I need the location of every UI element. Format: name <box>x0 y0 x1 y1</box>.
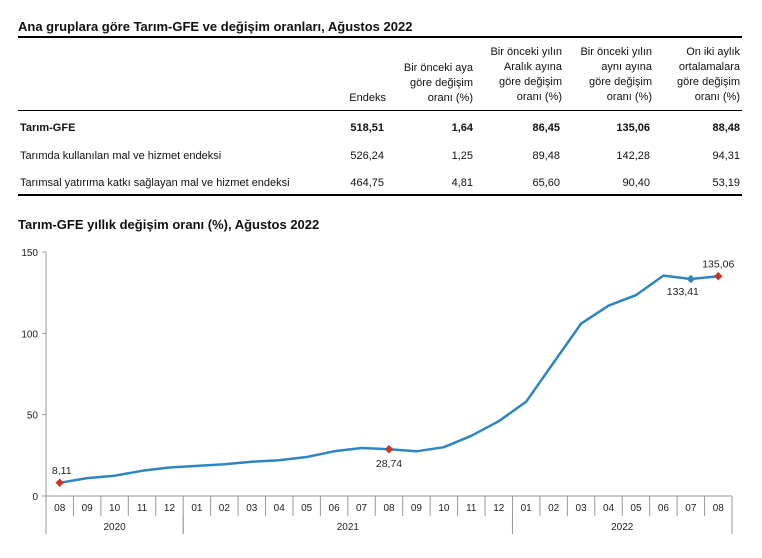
x-tick-label: 12 <box>164 503 176 514</box>
year-label: 2020 <box>103 522 126 533</box>
x-tick-label: 09 <box>411 503 423 514</box>
table-row: Tarım-GFE 518,51 1,64 86,45 135,06 88,48 <box>18 122 742 142</box>
table-row: Tarımsal yatırıma katkı sağlayan mal ve … <box>18 177 742 197</box>
x-tick-label: 11 <box>137 503 148 514</box>
x-tick-label: 08 <box>54 503 66 514</box>
data-point-marker <box>686 274 696 284</box>
row-label: Tarımda kullanılan mal ve hizmet endeksi <box>20 150 222 162</box>
data-label: 8,11 <box>52 465 72 477</box>
chart-title: Tarım-GFE yıllık değişim oranı (%), Ağus… <box>18 217 320 232</box>
data-point-marker <box>55 478 64 488</box>
x-tick-label: 05 <box>301 503 313 514</box>
header-december-change: Bir önceki yılın Aralık ayına göre değiş… <box>490 46 562 103</box>
x-tick-label: 09 <box>82 503 94 514</box>
cell-value: 1,25 <box>451 150 473 162</box>
table-row: Tarımda kullanılan mal ve hizmet endeksi… <box>18 150 742 170</box>
x-tick-label: 05 <box>630 503 642 514</box>
row-label: Tarımsal yatırıma katkı sağlayan mal ve … <box>20 177 290 189</box>
x-tick-label: 01 <box>191 503 203 514</box>
data-point-marker <box>714 272 723 281</box>
cell-value: 89,48 <box>532 150 560 162</box>
header-monthly-change: Bir önceki aya göre değişim oranı (%) <box>403 62 473 104</box>
cell-value: 53,19 <box>712 177 740 189</box>
x-tick-label: 07 <box>356 503 368 514</box>
table-header-rule <box>18 110 742 111</box>
cell-value: 90,40 <box>622 177 650 189</box>
row-label: Tarım-GFE <box>20 122 76 134</box>
header-yearly-change: Bir önceki yılın aynı ayına göre değişim… <box>580 46 652 103</box>
cell-value: 135,06 <box>616 122 650 134</box>
x-tick-label: 06 <box>658 503 670 514</box>
data-point-marker <box>384 445 394 454</box>
x-tick-label: 04 <box>274 503 286 514</box>
year-label: 2021 <box>337 522 360 533</box>
year-label: 2022 <box>611 522 634 533</box>
data-label: 133,41 <box>667 286 699 298</box>
y-tick-label: 150 <box>21 248 38 259</box>
cell-value: 86,45 <box>532 122 560 134</box>
cell-value: 94,31 <box>712 150 740 162</box>
y-tick-label: 0 <box>32 492 38 503</box>
table-bottom-rule <box>18 194 742 196</box>
cell-value: 464,75 <box>350 177 384 189</box>
x-tick-label: 03 <box>576 503 588 514</box>
x-tick-label: 07 <box>685 503 697 514</box>
data-label: 28,74 <box>376 458 402 470</box>
x-tick-label: 06 <box>329 503 341 514</box>
header-endeks: Endeks <box>349 92 386 104</box>
x-tick-label: 12 <box>493 503 505 514</box>
x-tick-label: 04 <box>603 503 615 514</box>
header-twelve-month-change: On iki aylık ortalamalara göre değişim o… <box>677 46 740 103</box>
cell-value: 526,24 <box>350 150 384 162</box>
cell-value: 65,60 <box>532 177 560 189</box>
x-tick-label: 08 <box>383 503 395 514</box>
x-tick-label: 10 <box>109 503 121 514</box>
x-tick-label: 01 <box>521 503 533 514</box>
cell-value: 88,48 <box>712 122 740 134</box>
x-tick-label: 11 <box>466 503 477 514</box>
table-title: Ana gruplara göre Tarım-GFE ve değişim o… <box>18 19 413 34</box>
cell-value: 1,64 <box>451 122 473 134</box>
cell-value: 142,28 <box>616 150 650 162</box>
cell-value: 518,51 <box>350 122 384 134</box>
data-label: 135,06 <box>702 258 734 270</box>
y-tick-label: 50 <box>27 411 39 422</box>
cell-value: 4,81 <box>451 177 473 189</box>
x-tick-label: 02 <box>548 503 560 514</box>
y-tick-label: 100 <box>21 329 38 340</box>
x-tick-label: 08 <box>713 503 725 514</box>
table-top-rule <box>18 36 742 38</box>
x-tick-label: 03 <box>246 503 258 514</box>
x-tick-label: 10 <box>438 503 450 514</box>
x-tick-label: 02 <box>219 503 231 514</box>
